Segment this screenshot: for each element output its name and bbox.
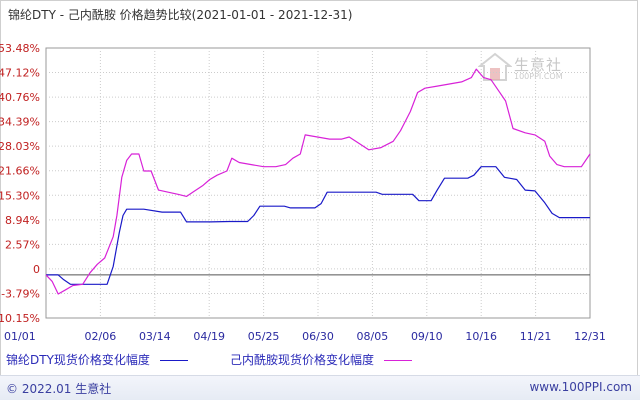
watermark-name: 生意社 <box>514 56 563 74</box>
watermark-url: 100PPI.COM <box>514 72 563 81</box>
x-tick-label: 11/21 <box>520 330 552 343</box>
x-tick-label: 02/06 <box>85 330 117 343</box>
series-line-2 <box>45 68 591 295</box>
y-tick-label: 15.30% <box>0 189 40 202</box>
y-tick-label: -3.79% <box>1 287 40 300</box>
legend-label-series2: 己内酰胺现货价格变化幅度 <box>230 353 375 367</box>
series-line-1 <box>46 166 590 285</box>
x-tick-label: 12/31 <box>574 330 606 343</box>
chart-title: 锦纶DTY - 己内酰胺 价格趋势比较(2021-01-01 - 2021-12… <box>8 8 353 22</box>
x-tick-label: 09/10 <box>411 330 443 343</box>
y-tick-label: 40.76% <box>0 91 40 104</box>
y-tick-label: 34.39% <box>0 116 40 129</box>
y-tick-label: 53.48% <box>0 42 40 55</box>
x-tick-label: 03/14 <box>139 330 171 343</box>
legend-item-series1: 锦纶DTY现货价格变化幅度 <box>6 351 188 368</box>
x-tick-label: 10/16 <box>465 330 497 343</box>
y-tick-label: 21.66% <box>0 165 40 178</box>
legend-swatch-series1 <box>159 360 188 361</box>
legend-swatch-series2 <box>384 360 413 361</box>
x-tick-label: 08/05 <box>357 330 389 343</box>
y-tick-label: 28.03% <box>0 140 40 153</box>
footer-site-link[interactable]: www.100PPI.com <box>529 380 632 394</box>
house-logo-icon <box>477 52 513 81</box>
x-tick-label: 04/19 <box>193 330 225 343</box>
x-tick-label: 05/25 <box>248 330 280 343</box>
y-tick-label: 0 <box>33 263 40 276</box>
y-tick-label: 47.12% <box>0 67 40 80</box>
footer-copyright: © 2022.01 生意社 <box>6 382 112 396</box>
footer-bar: © 2022.01 生意社 www.100PPI.com <box>0 375 640 400</box>
legend-label-series1: 锦纶DTY现货价格变化幅度 <box>6 353 150 367</box>
watermark-logo: 生意社 100PPI.COM <box>477 52 563 86</box>
legend-item-series2: 己内酰胺现货价格变化幅度 <box>230 351 413 368</box>
x-tick-label: 01/01 <box>4 330 36 343</box>
x-tick-label: 06/30 <box>302 330 334 343</box>
y-tick-label: 2.57% <box>5 238 40 251</box>
y-tick-label: 8.94% <box>5 214 40 227</box>
y-tick-label: -10.15% <box>0 312 40 325</box>
